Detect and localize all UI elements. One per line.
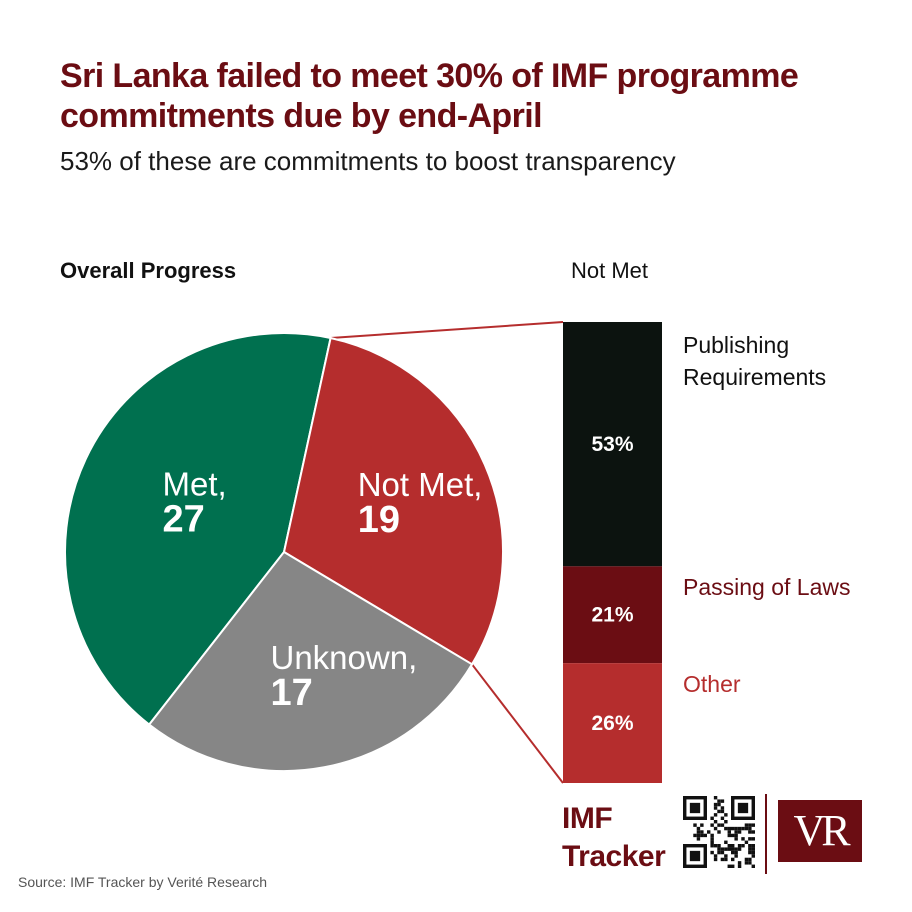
source-note: Source: IMF Tracker by Verité Research xyxy=(18,874,267,890)
pie-label-value: 17 xyxy=(271,672,313,714)
bar-chart-title: Not Met xyxy=(571,258,649,283)
bar-segment-value: 21% xyxy=(591,604,633,627)
bar-segment-label: Other xyxy=(683,671,741,697)
chart-title: Sri Lanka failed to meet 30% of IMF prog… xyxy=(60,57,799,135)
pie-label-name: Met, xyxy=(163,466,227,503)
bar-segment-publishing-requirements xyxy=(563,322,662,567)
brand-divider xyxy=(765,794,767,874)
tracker-line-1: IMF xyxy=(562,802,613,835)
connector-line-top xyxy=(330,321,564,340)
pie-slice-met xyxy=(64,332,332,726)
qr-code-icon xyxy=(683,796,755,868)
pie-label-value: 27 xyxy=(163,499,205,541)
bar-segment-other xyxy=(563,663,662,783)
bar-segment-label: Publishing Requirements xyxy=(683,332,827,390)
pie-label-name: Unknown, xyxy=(271,639,418,676)
connector-line-bottom xyxy=(471,663,564,784)
verite-research-logo: VR xyxy=(778,800,862,862)
imf-tracker-wordmark: IMF Tracker xyxy=(562,800,682,876)
chart-subtitle: 53% of these are commitments to boost tr… xyxy=(60,146,676,176)
pie-chart-title: Overall Progress xyxy=(60,258,237,283)
bar-segment-value: 53% xyxy=(591,433,633,456)
pie-label-name: Not Met, xyxy=(358,466,483,503)
bar-segment-label: Passing of Laws xyxy=(683,574,851,600)
bar-segment-value: 26% xyxy=(591,712,633,735)
pie-slice-unknown xyxy=(147,550,474,772)
pie-label-value: 19 xyxy=(358,499,400,541)
bar-segment-passing-of-laws xyxy=(563,566,662,664)
pie-slice-not-met xyxy=(282,336,504,666)
tracker-line-2: Tracker xyxy=(562,840,666,873)
